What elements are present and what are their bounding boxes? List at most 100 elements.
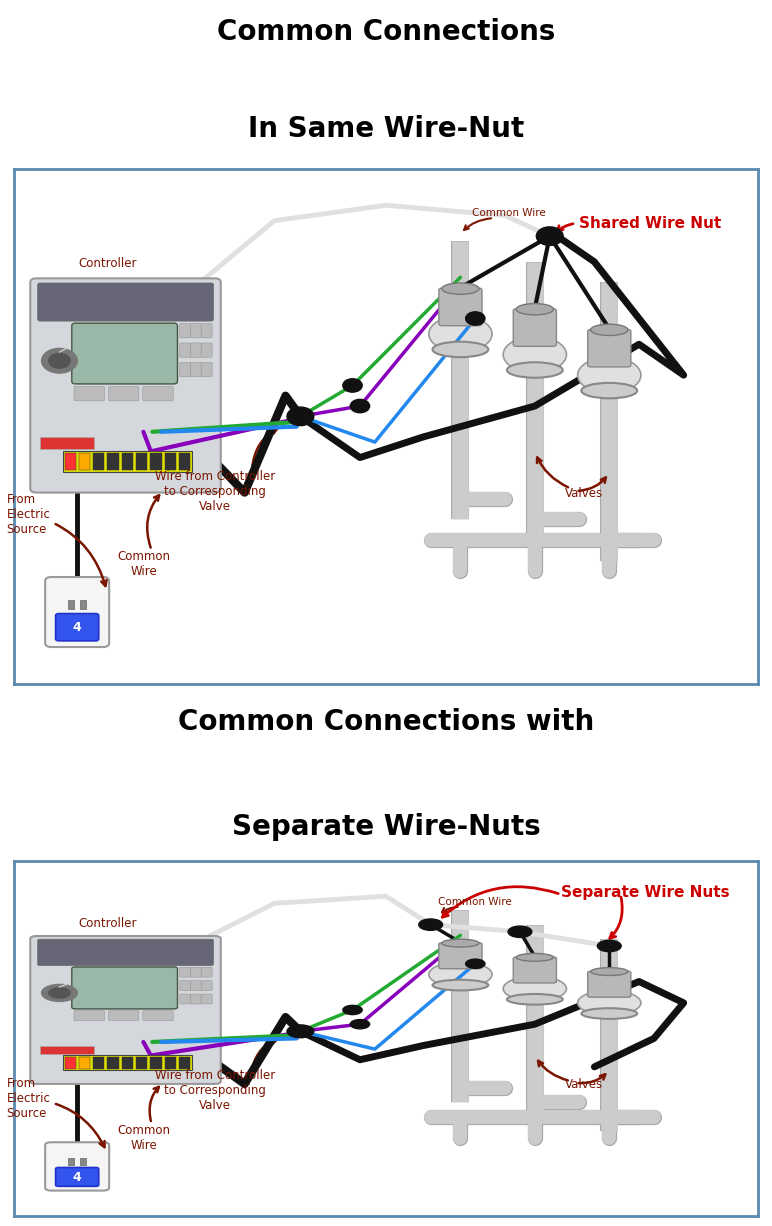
FancyBboxPatch shape <box>72 967 178 1009</box>
FancyBboxPatch shape <box>201 343 212 357</box>
Bar <box>93 452 104 471</box>
Ellipse shape <box>516 304 554 315</box>
Bar <box>122 1057 133 1069</box>
FancyBboxPatch shape <box>191 343 201 357</box>
Bar <box>151 1057 161 1069</box>
Bar <box>136 452 147 471</box>
Bar <box>68 1159 74 1165</box>
FancyBboxPatch shape <box>180 363 191 376</box>
Circle shape <box>466 959 485 969</box>
Text: Wire from Controller
to Corresponding
Valve: Wire from Controller to Corresponding Va… <box>154 471 275 514</box>
Circle shape <box>418 920 442 931</box>
FancyBboxPatch shape <box>180 967 191 977</box>
Bar <box>179 1057 190 1069</box>
FancyBboxPatch shape <box>513 309 557 346</box>
FancyBboxPatch shape <box>30 935 221 1084</box>
FancyBboxPatch shape <box>513 958 557 983</box>
Ellipse shape <box>581 1008 637 1019</box>
FancyBboxPatch shape <box>201 981 212 991</box>
Circle shape <box>49 988 70 998</box>
FancyBboxPatch shape <box>180 994 191 1004</box>
FancyBboxPatch shape <box>201 363 212 376</box>
Bar <box>164 1057 176 1069</box>
FancyBboxPatch shape <box>201 994 212 1004</box>
Text: From
Electric
Source: From Electric Source <box>6 493 107 586</box>
Bar <box>122 452 133 471</box>
Ellipse shape <box>591 324 628 336</box>
Text: Valves: Valves <box>564 1078 603 1091</box>
Ellipse shape <box>442 939 479 946</box>
FancyBboxPatch shape <box>108 386 139 401</box>
Text: 4: 4 <box>73 620 82 634</box>
Text: Wire from Controller
to Corresponding
Valve: Wire from Controller to Corresponding Va… <box>154 1069 275 1112</box>
Text: In Same Wire-Nut: In Same Wire-Nut <box>248 115 524 143</box>
FancyBboxPatch shape <box>56 1167 99 1187</box>
Text: Common
Wire: Common Wire <box>117 1124 171 1151</box>
Text: Common Connections with: Common Connections with <box>178 709 594 737</box>
FancyBboxPatch shape <box>74 1010 104 1020</box>
Text: Separate Wire-Nuts: Separate Wire-Nuts <box>232 813 540 841</box>
FancyBboxPatch shape <box>191 994 201 1004</box>
Text: Shared Wire Nut: Shared Wire Nut <box>580 216 722 230</box>
Circle shape <box>42 348 77 373</box>
FancyBboxPatch shape <box>201 967 212 977</box>
Ellipse shape <box>432 980 489 991</box>
FancyBboxPatch shape <box>180 343 191 357</box>
FancyBboxPatch shape <box>38 939 213 966</box>
FancyBboxPatch shape <box>74 386 104 401</box>
Bar <box>80 601 86 609</box>
Text: Separate Wire Nuts: Separate Wire Nuts <box>561 885 730 900</box>
Bar <box>63 451 191 472</box>
Text: Common Wire: Common Wire <box>438 897 512 907</box>
Text: From
Electric
Source: From Electric Source <box>6 1078 104 1148</box>
FancyBboxPatch shape <box>45 1143 109 1190</box>
FancyBboxPatch shape <box>438 288 482 326</box>
FancyBboxPatch shape <box>201 324 212 338</box>
Ellipse shape <box>577 991 641 1015</box>
Bar <box>63 1056 191 1070</box>
Bar <box>136 1057 147 1069</box>
Bar <box>79 452 90 471</box>
Text: Common
Wire: Common Wire <box>117 550 171 579</box>
Circle shape <box>49 353 70 368</box>
Text: Controller: Controller <box>79 917 137 931</box>
Circle shape <box>42 984 77 1002</box>
Circle shape <box>287 1025 313 1037</box>
Bar <box>68 601 74 609</box>
FancyBboxPatch shape <box>587 330 631 367</box>
Bar <box>93 1057 104 1069</box>
Circle shape <box>466 311 485 325</box>
Bar <box>164 452 176 471</box>
FancyBboxPatch shape <box>587 971 631 997</box>
Bar <box>65 1057 76 1069</box>
Ellipse shape <box>577 357 641 394</box>
Bar <box>65 452 76 471</box>
FancyBboxPatch shape <box>38 283 213 321</box>
Bar <box>40 436 93 449</box>
Ellipse shape <box>432 342 489 357</box>
FancyBboxPatch shape <box>191 967 201 977</box>
Ellipse shape <box>428 962 492 987</box>
FancyBboxPatch shape <box>191 981 201 991</box>
Circle shape <box>287 407 313 425</box>
FancyBboxPatch shape <box>72 324 178 384</box>
Text: Valves: Valves <box>564 487 603 500</box>
Text: Controller: Controller <box>79 256 137 270</box>
Bar <box>79 1057 90 1069</box>
Bar <box>151 452 161 471</box>
Bar <box>179 452 190 471</box>
Circle shape <box>537 227 563 245</box>
Circle shape <box>508 926 532 938</box>
FancyBboxPatch shape <box>143 386 173 401</box>
Text: Common Wire: Common Wire <box>472 208 545 218</box>
FancyBboxPatch shape <box>438 943 482 969</box>
Ellipse shape <box>428 316 492 352</box>
Text: 4: 4 <box>73 1171 82 1183</box>
Circle shape <box>350 400 370 413</box>
FancyBboxPatch shape <box>143 1010 173 1020</box>
Circle shape <box>350 1020 370 1029</box>
Bar <box>40 1046 93 1054</box>
FancyBboxPatch shape <box>30 278 221 493</box>
Bar <box>107 452 119 471</box>
Circle shape <box>598 940 621 951</box>
